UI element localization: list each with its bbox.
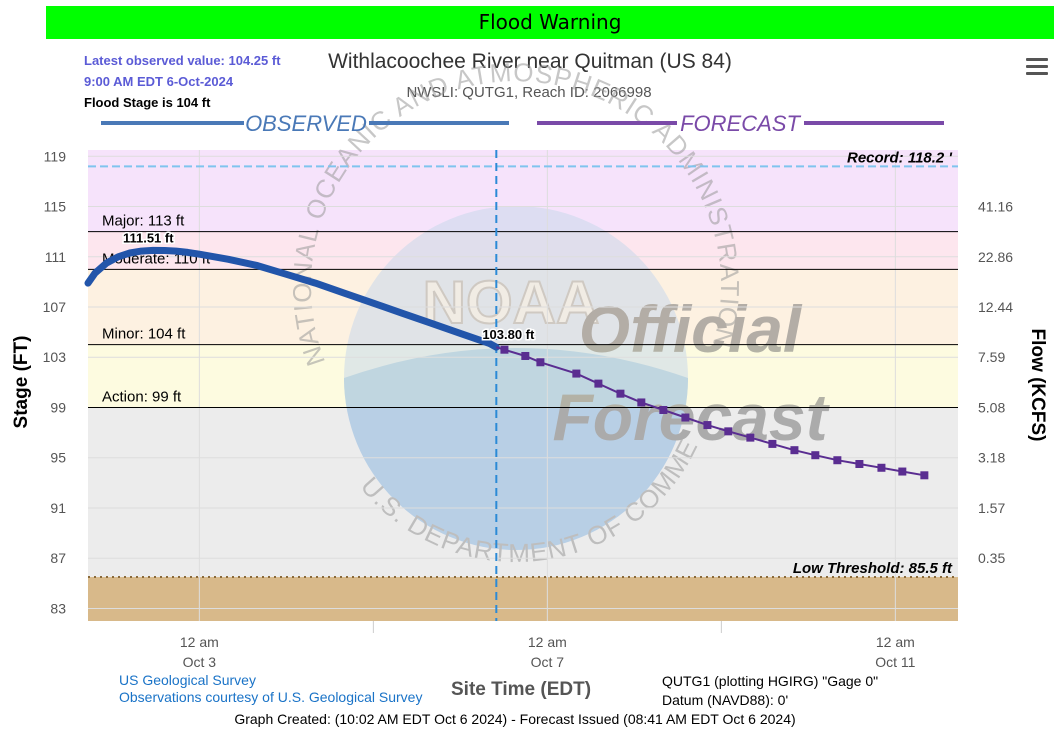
- forecast-point: [521, 351, 530, 360]
- gage-info: QUTG1 (plotting HGIRG) "Gage 0" Datum (N…: [662, 672, 878, 710]
- chart-title: Withlacoochee River near Quitman (US 84): [0, 50, 1058, 74]
- forecast-point: [659, 405, 668, 414]
- x-tick-label: Oct 11: [875, 654, 915, 670]
- y-tick-label: 107: [43, 299, 67, 315]
- y2-tick-label: 41.16: [978, 199, 1013, 215]
- forecast-point: [768, 439, 777, 448]
- forecast-point: [681, 413, 690, 422]
- forecast-point: [746, 433, 755, 442]
- threshold-label: Action: 99 ft: [102, 388, 182, 405]
- stamp-official: Official: [579, 292, 803, 366]
- x-tick-label: 12 am: [528, 634, 567, 650]
- stamp-forecast: Forecast: [552, 380, 830, 454]
- forecast-point: [637, 398, 646, 407]
- forecast-point: [616, 389, 625, 398]
- y-axis-title: Stage (FT): [11, 336, 32, 429]
- hamburger-menu-icon[interactable]: [1026, 58, 1048, 78]
- low-threshold-label: Low Threshold: 85.5 ft: [793, 560, 953, 577]
- forecast-point: [855, 460, 864, 468]
- forecast-header: FORECAST: [680, 111, 801, 136]
- chart-subtitle: NWSLI: QUTG1, Reach ID: 2066998: [406, 84, 652, 101]
- peak-annotation: 111.51 ft: [123, 230, 174, 245]
- y-tick-label: 111: [45, 249, 66, 265]
- y-tick-label: 99: [50, 399, 66, 415]
- axes-layer: 83 87 91 95 99 103 107 111 115 119 41.16 22.86 12.44…: [11, 148, 1048, 670]
- threshold-label: Major: 113 ft: [102, 213, 185, 230]
- y2-axis-title: Flow (KCFS): [1027, 329, 1048, 442]
- forecast-point: [920, 471, 929, 480]
- forecast-point: [500, 345, 509, 354]
- forecast-point: [724, 427, 733, 436]
- latest-value: Latest observed value: 104.25 ft: [84, 53, 281, 68]
- y-tick-label: 83: [50, 600, 66, 616]
- record-label: Record: 118.2 ': [847, 149, 952, 166]
- latest-observation-panel: Latest observed value: 104.25 ft 9:00 AM…: [84, 50, 281, 113]
- x-axis-title: Site Time (EDT): [451, 679, 592, 700]
- data-source: US Geological Survey Observations courte…: [119, 672, 422, 706]
- section-headers: OBSERVED FORECAST: [101, 111, 944, 136]
- x-tick-label: 12 am: [876, 634, 915, 650]
- forecast-point: [790, 446, 799, 455]
- forecast-point: [703, 421, 712, 430]
- forecast-point: [536, 358, 545, 367]
- y-tick-label: 119: [44, 148, 67, 164]
- observed-line: [84, 246, 500, 351]
- y-tick-label: 115: [44, 199, 67, 215]
- band-below: [88, 577, 958, 621]
- x-tick-label: Oct 3: [183, 654, 217, 670]
- peak-annotation: 103.80 ft: [482, 327, 535, 342]
- y-tick-label: 103: [43, 349, 67, 365]
- observed-header: OBSERVED: [245, 111, 367, 136]
- y-tick-label: 87: [50, 550, 66, 566]
- y2-tick-label: 0.35: [978, 550, 1005, 566]
- y2-tick-label: 5.08: [978, 399, 1005, 415]
- y2-tick-label: 22.86: [978, 249, 1013, 265]
- y-tick-label: 95: [50, 450, 66, 466]
- y2-tick-label: 3.18: [978, 450, 1005, 466]
- y2-tick-label: 1.57: [978, 500, 1005, 516]
- y-tick-label: 91: [50, 500, 66, 516]
- forecast-point: [833, 456, 842, 465]
- chart-title-text: Withlacoochee River near Quitman (US 84): [328, 50, 732, 73]
- forecast-point: [898, 467, 907, 476]
- source-courtesy-link[interactable]: Observations courtesy of U.S. Geological…: [119, 689, 423, 705]
- flood-warning-banner: Flood Warning: [46, 6, 1054, 39]
- noaa-logo-text: NOAA: [423, 269, 600, 336]
- forecast-point: [594, 379, 603, 388]
- y2-tick-label: 12.44: [978, 299, 1013, 315]
- forecast-point: [811, 451, 820, 460]
- datum-line: Datum (NAVD88): 0': [662, 692, 789, 708]
- x-tick-label: 12 am: [180, 634, 219, 650]
- latest-time: 9:00 AM EDT 6-Oct-2024: [84, 74, 234, 89]
- forecast-point: [877, 463, 886, 472]
- threshold-label: Minor: 104 ft: [102, 326, 186, 343]
- source-usgs-link[interactable]: US Geological Survey: [119, 672, 256, 688]
- y2-tick-label: 7.59: [978, 349, 1005, 365]
- flood-stage-note: Flood Stage is 104 ft: [84, 95, 211, 110]
- forecast-point: [572, 369, 581, 378]
- series-layer: 111.51 ft 103.80 ft: [84, 150, 929, 621]
- x-tick-label: Oct 7: [531, 654, 565, 670]
- seal-wave: [344, 348, 688, 550]
- gage-line: QUTG1 (plotting HGIRG) "Gage 0": [662, 673, 879, 689]
- graph-created-note: Graph Created: (10:02 AM EDT Oct 6 2024)…: [234, 711, 796, 727]
